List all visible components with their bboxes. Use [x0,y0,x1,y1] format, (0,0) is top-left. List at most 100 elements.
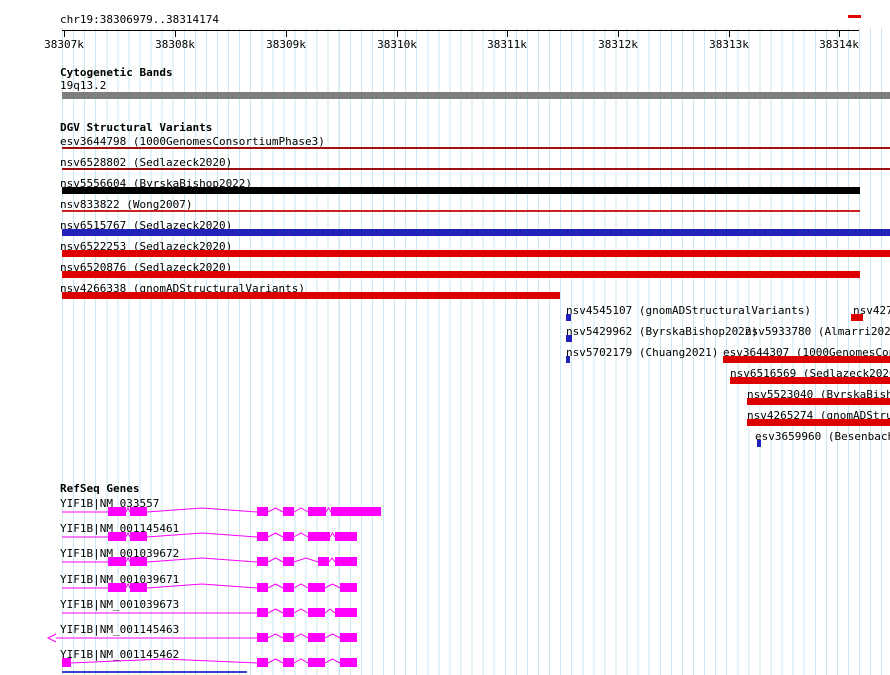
variant-label[interactable]: nsv4545107 (gnomADStructuralVariants) [566,304,812,317]
gene-exon[interactable] [108,557,126,566]
variant-label[interactable]: esv3644307 (1000GenomesConsortiumPhase3) [723,346,890,359]
variant-bar[interactable] [730,377,890,384]
variant-bar[interactable] [747,398,890,405]
variant-label[interactable]: nsv5933780 (Almarri2020) [745,325,890,338]
gene-exon[interactable] [130,532,147,541]
gene-exon[interactable] [283,658,294,667]
gene-exon[interactable] [308,658,325,667]
variant-bar[interactable] [566,335,572,342]
gene-exon[interactable] [283,633,294,642]
gene-exon[interactable] [318,557,329,566]
variant-label[interactable]: nsv6528802 (Sedlazeck2020) [60,156,233,169]
gene-exon[interactable] [308,608,325,617]
variant-bar[interactable] [62,292,560,299]
variant-bar[interactable] [747,419,890,426]
gene-exon[interactable] [257,658,268,667]
gene-exon[interactable] [108,507,126,516]
gene-exon[interactable] [108,583,126,592]
gene-exon[interactable] [308,507,326,516]
variant-bar[interactable] [566,314,571,321]
gene-label[interactable]: YIF1B|NM_001039671 [60,573,180,586]
ruler-tick-label: 38312k [598,38,638,51]
gene-exon[interactable] [340,633,357,642]
gene-exon[interactable] [335,608,357,617]
variant-label[interactable]: esv3659960 (Besenbache [755,430,890,443]
ruler-tick [175,30,176,37]
gene-exon[interactable] [130,557,147,566]
gene-exon[interactable] [283,532,294,541]
variant-label[interactable]: nsv6520876 (Sedlazeck2020) [60,261,233,274]
gene-exon[interactable] [62,658,71,667]
gene-exon[interactable] [257,557,268,566]
gene-exon[interactable] [335,532,357,541]
ruler-tick-label: 38307k [44,38,84,51]
gene-label[interactable]: YIF1B|NM_001145462 [60,648,180,661]
gene-exon[interactable] [308,633,325,642]
variant-bar[interactable] [566,356,570,363]
variant-label[interactable]: nsv5523040 (ByrskaBishop2022) [747,388,890,401]
variant-bar[interactable] [757,440,761,447]
gene-model[interactable] [0,600,890,626]
gene-exon[interactable] [335,557,357,566]
variant-label[interactable]: nsv6516569 (Sedlazeck2020) [730,367,890,380]
cytoband-name: 19q13.2 [60,79,107,92]
gene-label[interactable]: YIF1B|NM_001039673 [60,598,180,611]
gene-label[interactable]: YIF1B|NM_001145463 [60,623,180,636]
gene-label[interactable]: YIF1B|NM_033557 [60,497,160,510]
gene-model[interactable] [0,549,890,575]
ruler-tick [397,30,398,37]
gene-exon[interactable] [283,608,294,617]
ruler-tick [839,30,840,37]
ruler-tick-label: 38308k [155,38,195,51]
gene-exon[interactable] [308,532,330,541]
variant-bar[interactable] [62,168,890,170]
variant-label[interactable]: nsv5429962 (ByrskaBishop2022) [566,325,759,338]
gene-exon[interactable] [257,583,268,592]
gene-exon[interactable] [283,583,294,592]
variant-bar[interactable] [62,210,860,212]
gene-label[interactable]: YIF1B|NM_001145461 [60,522,180,535]
gene-exon[interactable] [130,507,147,516]
gene-exon[interactable] [257,507,268,516]
variant-label[interactable]: nsv4266338 (gnomADStructuralVariants) [60,282,306,295]
gene-model[interactable] [0,524,890,550]
gene-model[interactable] [0,625,890,651]
variant-label[interactable]: nsv5702179 (Chuang2021) [566,346,719,359]
gene-model[interactable] [0,650,890,675]
variant-bar[interactable] [62,271,860,278]
gene-label[interactable]: YIF1B|NM_001039672 [60,547,180,560]
gene-exon[interactable] [340,583,357,592]
dgv-section-title: DGV Structural Variants [60,121,213,134]
gene-exon[interactable] [340,658,357,667]
gene-direction-arrow-icon [46,633,57,643]
ruler-tick [286,30,287,37]
partial-track-line [62,671,247,673]
gene-exon[interactable] [308,583,325,592]
cytoband-bar[interactable] [62,92,890,99]
variant-bar[interactable] [62,229,890,236]
variant-bar[interactable] [851,314,863,321]
variant-bar[interactable] [723,356,890,363]
ruler-tick-label: 38311k [487,38,527,51]
variant-label[interactable]: nsv5556604 (ByrskaBishop2022) [60,177,253,190]
gene-model[interactable] [0,575,890,601]
gene-exon[interactable] [331,507,381,516]
gene-exon[interactable] [257,633,268,642]
gene-exon[interactable] [283,507,294,516]
variant-bar[interactable] [62,187,860,194]
variant-label[interactable]: nsv427 [853,304,890,317]
variant-bar[interactable] [62,250,890,257]
gene-exon[interactable] [130,583,147,592]
gene-exon[interactable] [283,557,294,566]
variant-label[interactable]: nsv6515767 (Sedlazeck2020) [60,219,233,232]
gene-exon[interactable] [257,608,268,617]
gene-model[interactable] [0,499,890,525]
variant-label[interactable]: esv3644798 (1000GenomesConsortiumPhase3) [60,135,325,148]
variant-label[interactable]: nsv4265274 (gnomADStructuralVariants) [747,409,890,422]
variant-label[interactable]: nsv6522253 (Sedlazeck2020) [60,240,233,253]
gene-exon[interactable] [257,532,268,541]
variant-bar[interactable] [62,147,890,149]
gene-exon[interactable] [108,532,126,541]
variant-label[interactable]: nsv833822 (Wong2007) [60,198,193,211]
